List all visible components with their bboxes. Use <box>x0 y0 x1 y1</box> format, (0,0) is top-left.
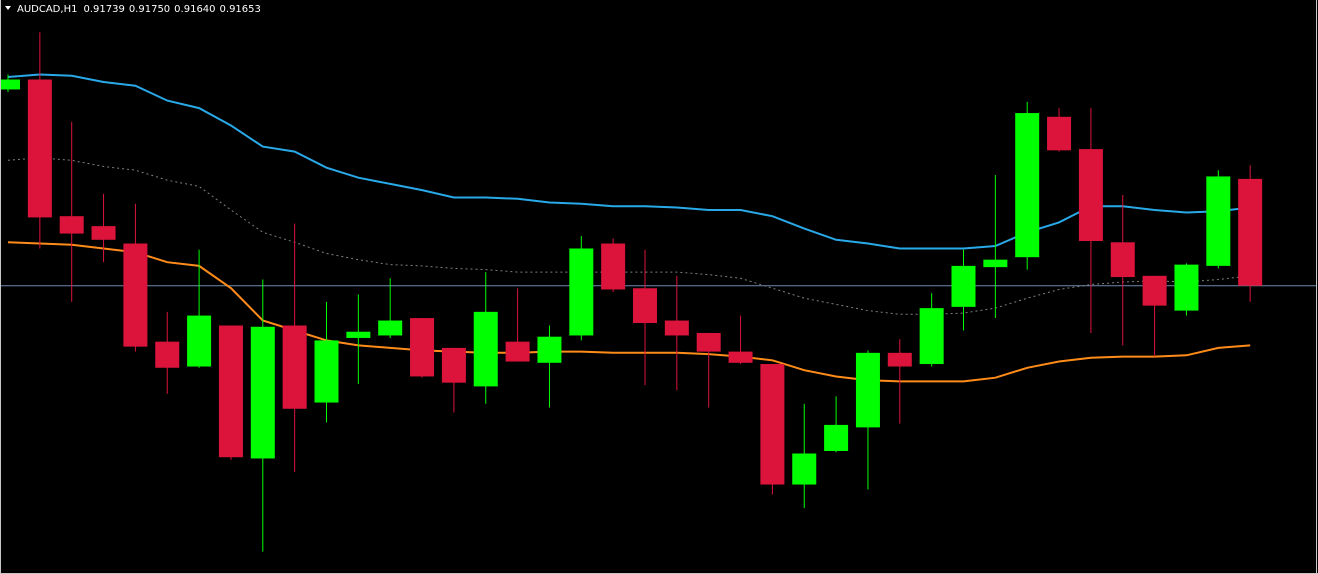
candle-body <box>1206 176 1231 266</box>
candle-body <box>1047 116 1072 151</box>
candle-body <box>1 79 20 90</box>
candle-body <box>218 325 243 458</box>
moving-average <box>7 73 1251 250</box>
candle-body <box>1142 275 1167 306</box>
candle-body <box>441 347 466 383</box>
candle-body <box>27 79 52 218</box>
candle-body <box>824 424 849 451</box>
candle-body <box>91 226 116 240</box>
ohlc-high: 0.91750 <box>129 4 170 15</box>
candle-body <box>855 352 880 428</box>
candle-body <box>760 364 785 485</box>
menu-arrow[interactable] <box>5 6 11 10</box>
candle-body <box>473 311 498 387</box>
candle-body <box>569 248 594 336</box>
moving-average <box>7 241 1251 383</box>
candle-body <box>1110 242 1135 278</box>
candle-body <box>187 315 212 367</box>
candle-body <box>1015 113 1040 258</box>
candle-body <box>346 331 371 338</box>
candle-body <box>983 259 1008 268</box>
candle-body <box>1174 264 1199 311</box>
candle-body <box>1078 149 1103 242</box>
candle-body <box>951 265 976 307</box>
candle-body <box>696 332 721 352</box>
candle-body <box>1238 178 1263 286</box>
candle-body <box>505 341 530 362</box>
candle-body <box>155 341 180 368</box>
symbol-title: AUDCAD,H1 <box>17 4 77 15</box>
candle-body <box>378 320 403 336</box>
candle-body <box>59 216 84 234</box>
candle-body <box>537 336 562 363</box>
ohlc-open: 0.91739 <box>83 4 124 15</box>
candle-body <box>282 325 307 409</box>
candle-body <box>728 351 753 363</box>
candle-body <box>123 243 148 347</box>
candle-body <box>792 453 817 485</box>
candle-body <box>887 352 912 367</box>
candle-body <box>314 340 339 403</box>
candle-body <box>664 320 689 336</box>
candle-body <box>919 308 944 365</box>
candle-body <box>250 326 275 459</box>
candle-body <box>633 288 657 324</box>
plot-area <box>1 32 1316 552</box>
candle-body <box>601 243 626 290</box>
ohlc-low: 0.91640 <box>174 4 215 15</box>
ohlc-close: 0.91653 <box>220 4 261 15</box>
candle-body <box>410 318 435 377</box>
